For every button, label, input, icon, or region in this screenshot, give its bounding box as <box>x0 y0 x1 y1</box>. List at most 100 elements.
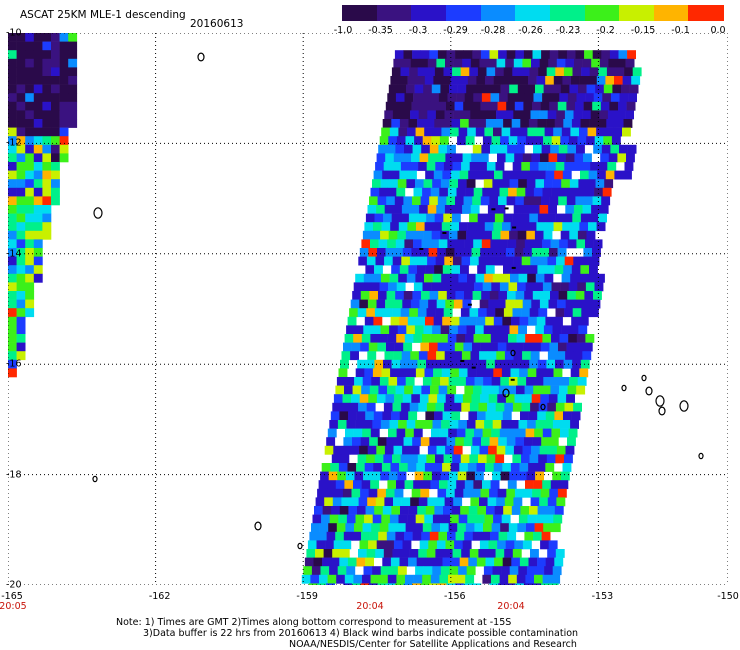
swath-cell <box>557 299 566 309</box>
swath-cell <box>546 213 556 223</box>
swath-cell <box>51 127 60 137</box>
swath-cell <box>403 342 413 352</box>
swath-cell <box>576 187 586 197</box>
swath-cell <box>51 162 60 171</box>
swath-cell <box>376 394 386 404</box>
swath-cell <box>492 566 502 576</box>
swath-cell <box>8 351 17 361</box>
swath-cell <box>382 411 392 421</box>
swath-cell <box>470 497 480 507</box>
swath-cell <box>486 454 496 464</box>
swath-cell <box>16 136 26 146</box>
swath-cell <box>448 377 458 386</box>
swath-cell <box>552 566 562 576</box>
swath-cell <box>560 282 569 292</box>
swath-cell <box>417 359 427 369</box>
swath-cell <box>343 531 353 541</box>
swath-cell <box>561 420 571 429</box>
swath-cell <box>42 153 52 163</box>
swath-cell <box>33 84 43 94</box>
swath-cell <box>33 144 43 154</box>
swath-cell <box>400 162 410 171</box>
swath-cell <box>394 50 404 60</box>
swath-cell <box>459 76 469 85</box>
swath-cell <box>401 497 411 507</box>
swath-cell <box>33 196 43 206</box>
swath-cell <box>538 67 547 77</box>
swath-cell <box>390 557 400 567</box>
swath-cell <box>412 583 421 585</box>
swath-cell <box>535 84 544 94</box>
swath-cell <box>59 50 69 60</box>
swath-cell <box>522 351 531 361</box>
swath-cell <box>470 445 480 455</box>
swath-cell <box>415 179 424 189</box>
swath-cell <box>304 557 314 567</box>
swath-cell <box>589 67 599 77</box>
swath-cell <box>519 76 529 85</box>
swath-cell <box>517 377 527 386</box>
swath-cell <box>539 497 549 507</box>
swath-cell <box>587 179 596 189</box>
swath-cell <box>370 239 379 249</box>
swath-cell <box>557 394 567 404</box>
swath-cell <box>500 471 510 481</box>
swath-cell <box>402 394 412 404</box>
swath-cell <box>16 84 26 94</box>
swath-cell <box>372 273 382 283</box>
swath-cell <box>483 84 493 94</box>
swath-cell <box>401 351 411 361</box>
swath-cell <box>372 368 382 378</box>
swath-cell <box>491 282 501 292</box>
swath-cell <box>483 566 493 576</box>
swath-cell <box>432 566 442 576</box>
swath-cell <box>51 101 60 111</box>
swath-cell <box>530 110 540 120</box>
swath-cell <box>419 540 429 550</box>
swath-cell <box>442 119 452 128</box>
swath-cell <box>357 454 367 464</box>
swath-cell <box>42 144 52 154</box>
swath-cell <box>464 93 474 103</box>
swath-cell <box>493 514 502 524</box>
swath-cell <box>559 480 569 490</box>
swath-cell <box>519 463 529 472</box>
swath-cell <box>371 230 381 240</box>
swath-cell <box>409 162 419 171</box>
swath-cell <box>355 368 365 378</box>
swath-cell <box>476 222 486 232</box>
swath-cell <box>357 359 367 369</box>
swath-cell <box>562 170 572 180</box>
swath-cell <box>512 454 522 464</box>
swath-cell <box>354 471 364 481</box>
swath-cell <box>348 506 358 515</box>
swath-cell <box>411 394 421 404</box>
swath-cell <box>546 506 556 515</box>
swath-cell <box>488 248 498 257</box>
swath-cell <box>8 222 17 232</box>
swath-cell <box>431 84 441 94</box>
swath-cell <box>382 119 392 128</box>
swath-cell <box>51 50 60 60</box>
swath-cell <box>570 368 580 378</box>
swath-cell <box>431 377 441 386</box>
swath-cell <box>393 58 403 68</box>
swath-cell <box>518 420 528 429</box>
swath-cell <box>522 299 532 309</box>
swath-cell <box>579 368 589 378</box>
swath-cell <box>531 58 540 68</box>
swath-cell <box>596 273 605 283</box>
swath-cell <box>8 342 17 352</box>
swath-cell <box>360 291 370 300</box>
swath-cell <box>506 101 516 111</box>
swath-cell <box>466 84 476 94</box>
swath-cell <box>476 463 486 472</box>
swath-cell <box>403 50 413 60</box>
swath-cell <box>469 213 478 223</box>
swath-cell <box>539 110 548 120</box>
swath-cell <box>519 222 529 232</box>
swath-cell <box>567 385 577 395</box>
swath-cell <box>407 514 416 524</box>
swath-cell <box>503 213 513 223</box>
swath-cell <box>335 385 345 395</box>
